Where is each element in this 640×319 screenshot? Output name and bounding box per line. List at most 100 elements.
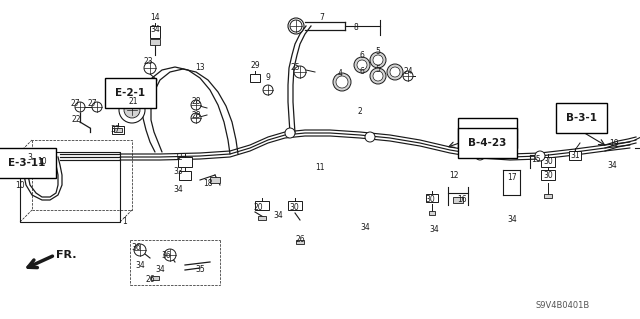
Text: 17: 17: [507, 174, 517, 182]
Circle shape: [75, 102, 85, 112]
Text: 14: 14: [150, 13, 160, 23]
Text: 34: 34: [150, 26, 160, 34]
Circle shape: [365, 132, 375, 142]
FancyBboxPatch shape: [258, 216, 266, 220]
Circle shape: [373, 55, 383, 65]
Circle shape: [119, 97, 145, 123]
FancyBboxPatch shape: [544, 194, 552, 198]
Text: 12: 12: [449, 170, 459, 180]
FancyBboxPatch shape: [429, 211, 435, 215]
Circle shape: [390, 67, 400, 77]
Text: 15: 15: [531, 155, 541, 165]
Circle shape: [294, 66, 306, 78]
Text: 26: 26: [145, 276, 155, 285]
FancyBboxPatch shape: [288, 201, 302, 210]
FancyBboxPatch shape: [179, 170, 191, 180]
Text: 34: 34: [607, 160, 617, 169]
Text: 28: 28: [191, 98, 201, 107]
Text: 4: 4: [337, 69, 342, 78]
Text: 9: 9: [266, 73, 271, 83]
FancyBboxPatch shape: [150, 39, 160, 45]
Text: E-2-1: E-2-1: [115, 88, 145, 98]
Text: 34: 34: [507, 216, 517, 225]
Text: 21: 21: [128, 98, 138, 107]
Text: B-3-1: B-3-1: [566, 113, 597, 123]
Text: 25: 25: [290, 63, 300, 72]
Circle shape: [144, 62, 156, 74]
Text: B-4-21: B-4-21: [468, 128, 506, 138]
Text: 2: 2: [358, 108, 362, 116]
FancyBboxPatch shape: [569, 151, 581, 160]
Text: 36: 36: [131, 243, 141, 253]
Text: 5: 5: [376, 64, 380, 73]
Circle shape: [127, 105, 137, 115]
Circle shape: [475, 150, 485, 160]
FancyBboxPatch shape: [151, 276, 159, 280]
Text: 30: 30: [543, 158, 553, 167]
FancyBboxPatch shape: [250, 74, 260, 82]
FancyBboxPatch shape: [453, 197, 463, 203]
Text: 6: 6: [360, 68, 364, 77]
Text: S9V4B0401B: S9V4B0401B: [535, 300, 589, 309]
Circle shape: [92, 102, 102, 112]
Text: 26: 26: [295, 235, 305, 244]
Text: 34: 34: [360, 224, 370, 233]
Text: 30: 30: [289, 204, 299, 212]
FancyBboxPatch shape: [114, 128, 122, 132]
Circle shape: [403, 71, 413, 81]
Text: E-3-11: E-3-11: [8, 158, 45, 168]
Circle shape: [333, 73, 351, 91]
Text: 16: 16: [457, 196, 467, 204]
Circle shape: [288, 18, 304, 34]
FancyBboxPatch shape: [255, 201, 269, 210]
Text: 34: 34: [273, 211, 283, 219]
Text: FR.: FR.: [56, 250, 77, 260]
Circle shape: [290, 20, 302, 32]
Circle shape: [354, 57, 370, 73]
FancyBboxPatch shape: [178, 157, 192, 167]
Text: 27: 27: [70, 100, 80, 108]
Text: 13: 13: [195, 63, 205, 72]
Circle shape: [370, 68, 386, 84]
Text: 6: 6: [360, 50, 364, 60]
FancyBboxPatch shape: [150, 26, 160, 38]
FancyBboxPatch shape: [541, 170, 555, 180]
Text: 10: 10: [37, 158, 47, 167]
Text: 36: 36: [161, 250, 171, 259]
FancyBboxPatch shape: [296, 240, 304, 244]
Text: 34: 34: [429, 226, 439, 234]
Text: 35: 35: [195, 265, 205, 275]
Circle shape: [387, 64, 403, 80]
Text: 24: 24: [403, 68, 413, 77]
Circle shape: [164, 249, 176, 261]
Text: 5: 5: [376, 48, 380, 56]
Text: 18: 18: [204, 179, 212, 188]
Circle shape: [263, 85, 273, 95]
Circle shape: [373, 71, 383, 81]
FancyBboxPatch shape: [426, 194, 438, 202]
Text: 19: 19: [609, 138, 619, 147]
Circle shape: [191, 100, 201, 110]
Text: 34: 34: [155, 265, 165, 275]
Circle shape: [336, 76, 348, 88]
Text: 30: 30: [543, 170, 553, 180]
Text: 11: 11: [316, 164, 324, 173]
Text: 1: 1: [123, 218, 127, 226]
Text: 28: 28: [191, 110, 201, 120]
Text: 29: 29: [250, 61, 260, 70]
Text: 27: 27: [87, 100, 97, 108]
Circle shape: [285, 128, 295, 138]
Text: 23: 23: [143, 57, 153, 66]
Text: 34: 34: [173, 186, 183, 195]
Text: 20: 20: [253, 204, 263, 212]
Circle shape: [370, 52, 386, 68]
Text: 10: 10: [15, 181, 25, 189]
Text: 7: 7: [319, 13, 324, 23]
Text: 31: 31: [570, 151, 580, 160]
FancyBboxPatch shape: [541, 157, 555, 167]
Circle shape: [124, 102, 140, 118]
Text: 8: 8: [354, 24, 358, 33]
Text: 32: 32: [173, 153, 183, 162]
Text: 34: 34: [135, 261, 145, 270]
Text: B-4-23: B-4-23: [468, 138, 506, 148]
